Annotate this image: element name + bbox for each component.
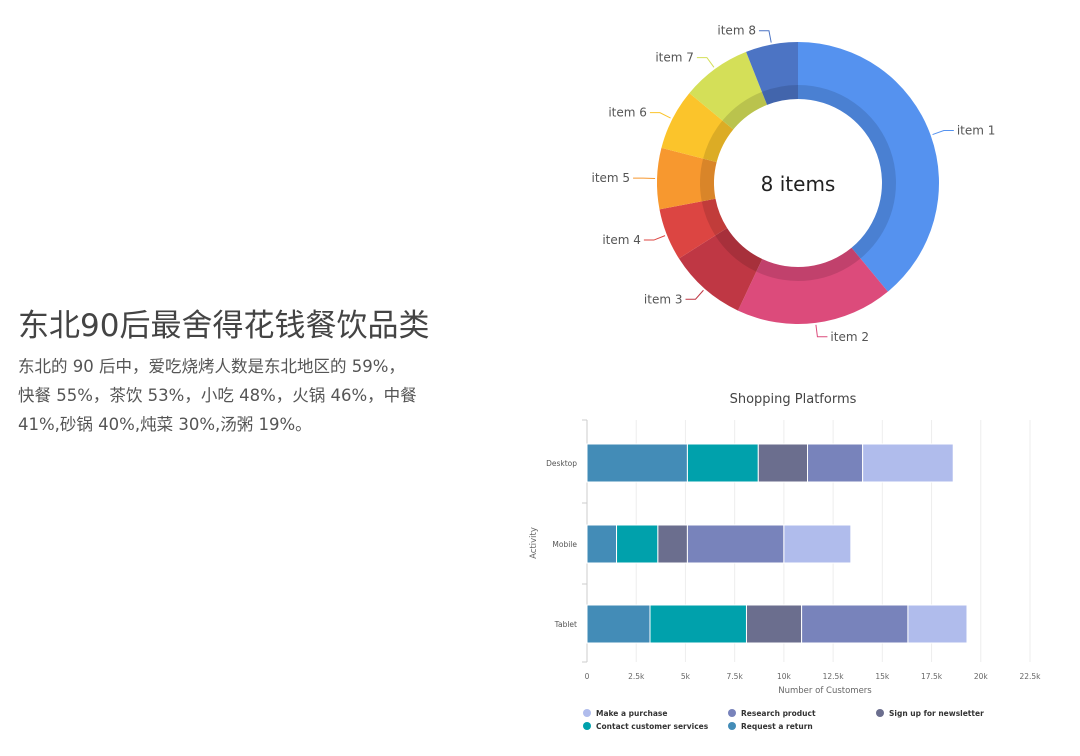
donut-label: item 2 [830,330,869,344]
legend-marker [583,722,591,730]
bar-segment [686,524,785,564]
bar-segment [907,604,968,644]
donut-slice-inner [798,85,896,259]
y-tick-label: Tablet [554,620,577,629]
bar-segment [686,443,759,483]
x-tick-label: 0 [585,672,590,681]
bar-segment [649,604,747,644]
donut-label: item 3 [644,292,683,306]
body-line: 东北的 90 后中，爱吃烧烤人数是东北地区的 59%， [18,357,405,376]
x-tick-label: 10k [777,672,792,681]
legend-marker [728,709,736,717]
donut-slice [678,228,763,311]
donut-label: item 6 [608,106,647,120]
donut-slice [746,42,798,105]
donut-label: item 7 [655,51,694,65]
bar-segment [586,604,651,644]
x-tick-label: 22.5k [1019,672,1041,681]
donut-leader-line [758,30,772,43]
body-line: 快餐 55%，茶饮 53%，小吃 48%，火锅 46%，中餐 [18,386,417,405]
donut-slice-inner [703,120,734,163]
x-tick-label: 15k [875,672,890,681]
donut-slice-inner [756,247,861,281]
x-tick-label: 20k [974,672,989,681]
donut-center-label: 8 items [761,172,836,196]
legend-marker [728,722,736,730]
donut-label: item 5 [592,171,631,185]
donut-label: item 8 [717,24,756,38]
donut-slice [798,42,939,292]
donut-slice [661,93,734,163]
donut-slice-inner [761,85,798,105]
legend-marker [876,709,884,717]
donut-slice [737,247,888,324]
x-tick-label: 2.5k [628,672,645,681]
bar-segment [757,443,809,483]
bar-chart-title: Shopping Platforms [730,392,857,407]
bar-segment [745,604,803,644]
donut-label: item 1 [957,123,996,137]
donut-leader-line [815,324,828,338]
donut-slice [657,147,717,210]
body-line: 41%,砂锅 40%,炖菜 30%,汤粥 19%。 [18,415,312,434]
legend-label: Research product [741,709,816,718]
bar-segment [657,524,688,564]
legend-label: Make a purchase [596,709,667,718]
x-tick-label: 17.5k [921,672,943,681]
y-tick-label: Mobile [552,540,577,549]
x-tick-label: 7.5k [727,672,744,681]
donut-leader-line [643,235,666,241]
x-tick-label: 5k [681,672,691,681]
donut-leader-line [932,129,954,136]
donut-label: item 4 [602,233,641,247]
donut-leader-line [685,289,704,300]
x-tick-label: 12.5k [823,672,845,681]
bar-segment [862,443,954,483]
legend-label: Sign up for newsletter [889,709,984,718]
legend-label: Contact customer services [596,722,709,731]
bar-segment [616,524,659,564]
bar-segment [801,604,909,644]
legend-label: Request a return [741,722,813,731]
donut-slice-inner [699,158,717,202]
donut-slice-inner [701,198,728,236]
body-text: 东北的 90 后中，爱吃烧烤人数是东北地区的 59%， 快餐 55%，茶饮 53… [18,352,478,439]
donut-slice [689,51,768,130]
bar-segment [586,524,618,564]
bar-segment [807,443,864,483]
donut-chart: item 1 item 2 item 3 item 4 item 5 item 6 item… [592,24,996,344]
donut-slice [659,198,728,259]
y-tick-label: Desktop [546,459,577,468]
bar-segment [783,524,852,564]
y-axis-label: Activity [529,527,539,559]
x-axis-label: Number of Customers [778,686,872,696]
bar-segment [586,443,688,483]
page-title: 东北90后最舍得花钱餐饮品类 [18,308,430,344]
donut-leader-line [696,57,715,68]
legend-marker [583,709,591,717]
donut-slice-inner [715,228,763,272]
donut-slice-inner [722,91,768,130]
bar-chart: 0 2.5k 5k 7.5k 10k 12.5k 15k 17.5k 20k 22.5k Deskt… [546,419,1041,731]
donut-leader-line [649,112,671,119]
